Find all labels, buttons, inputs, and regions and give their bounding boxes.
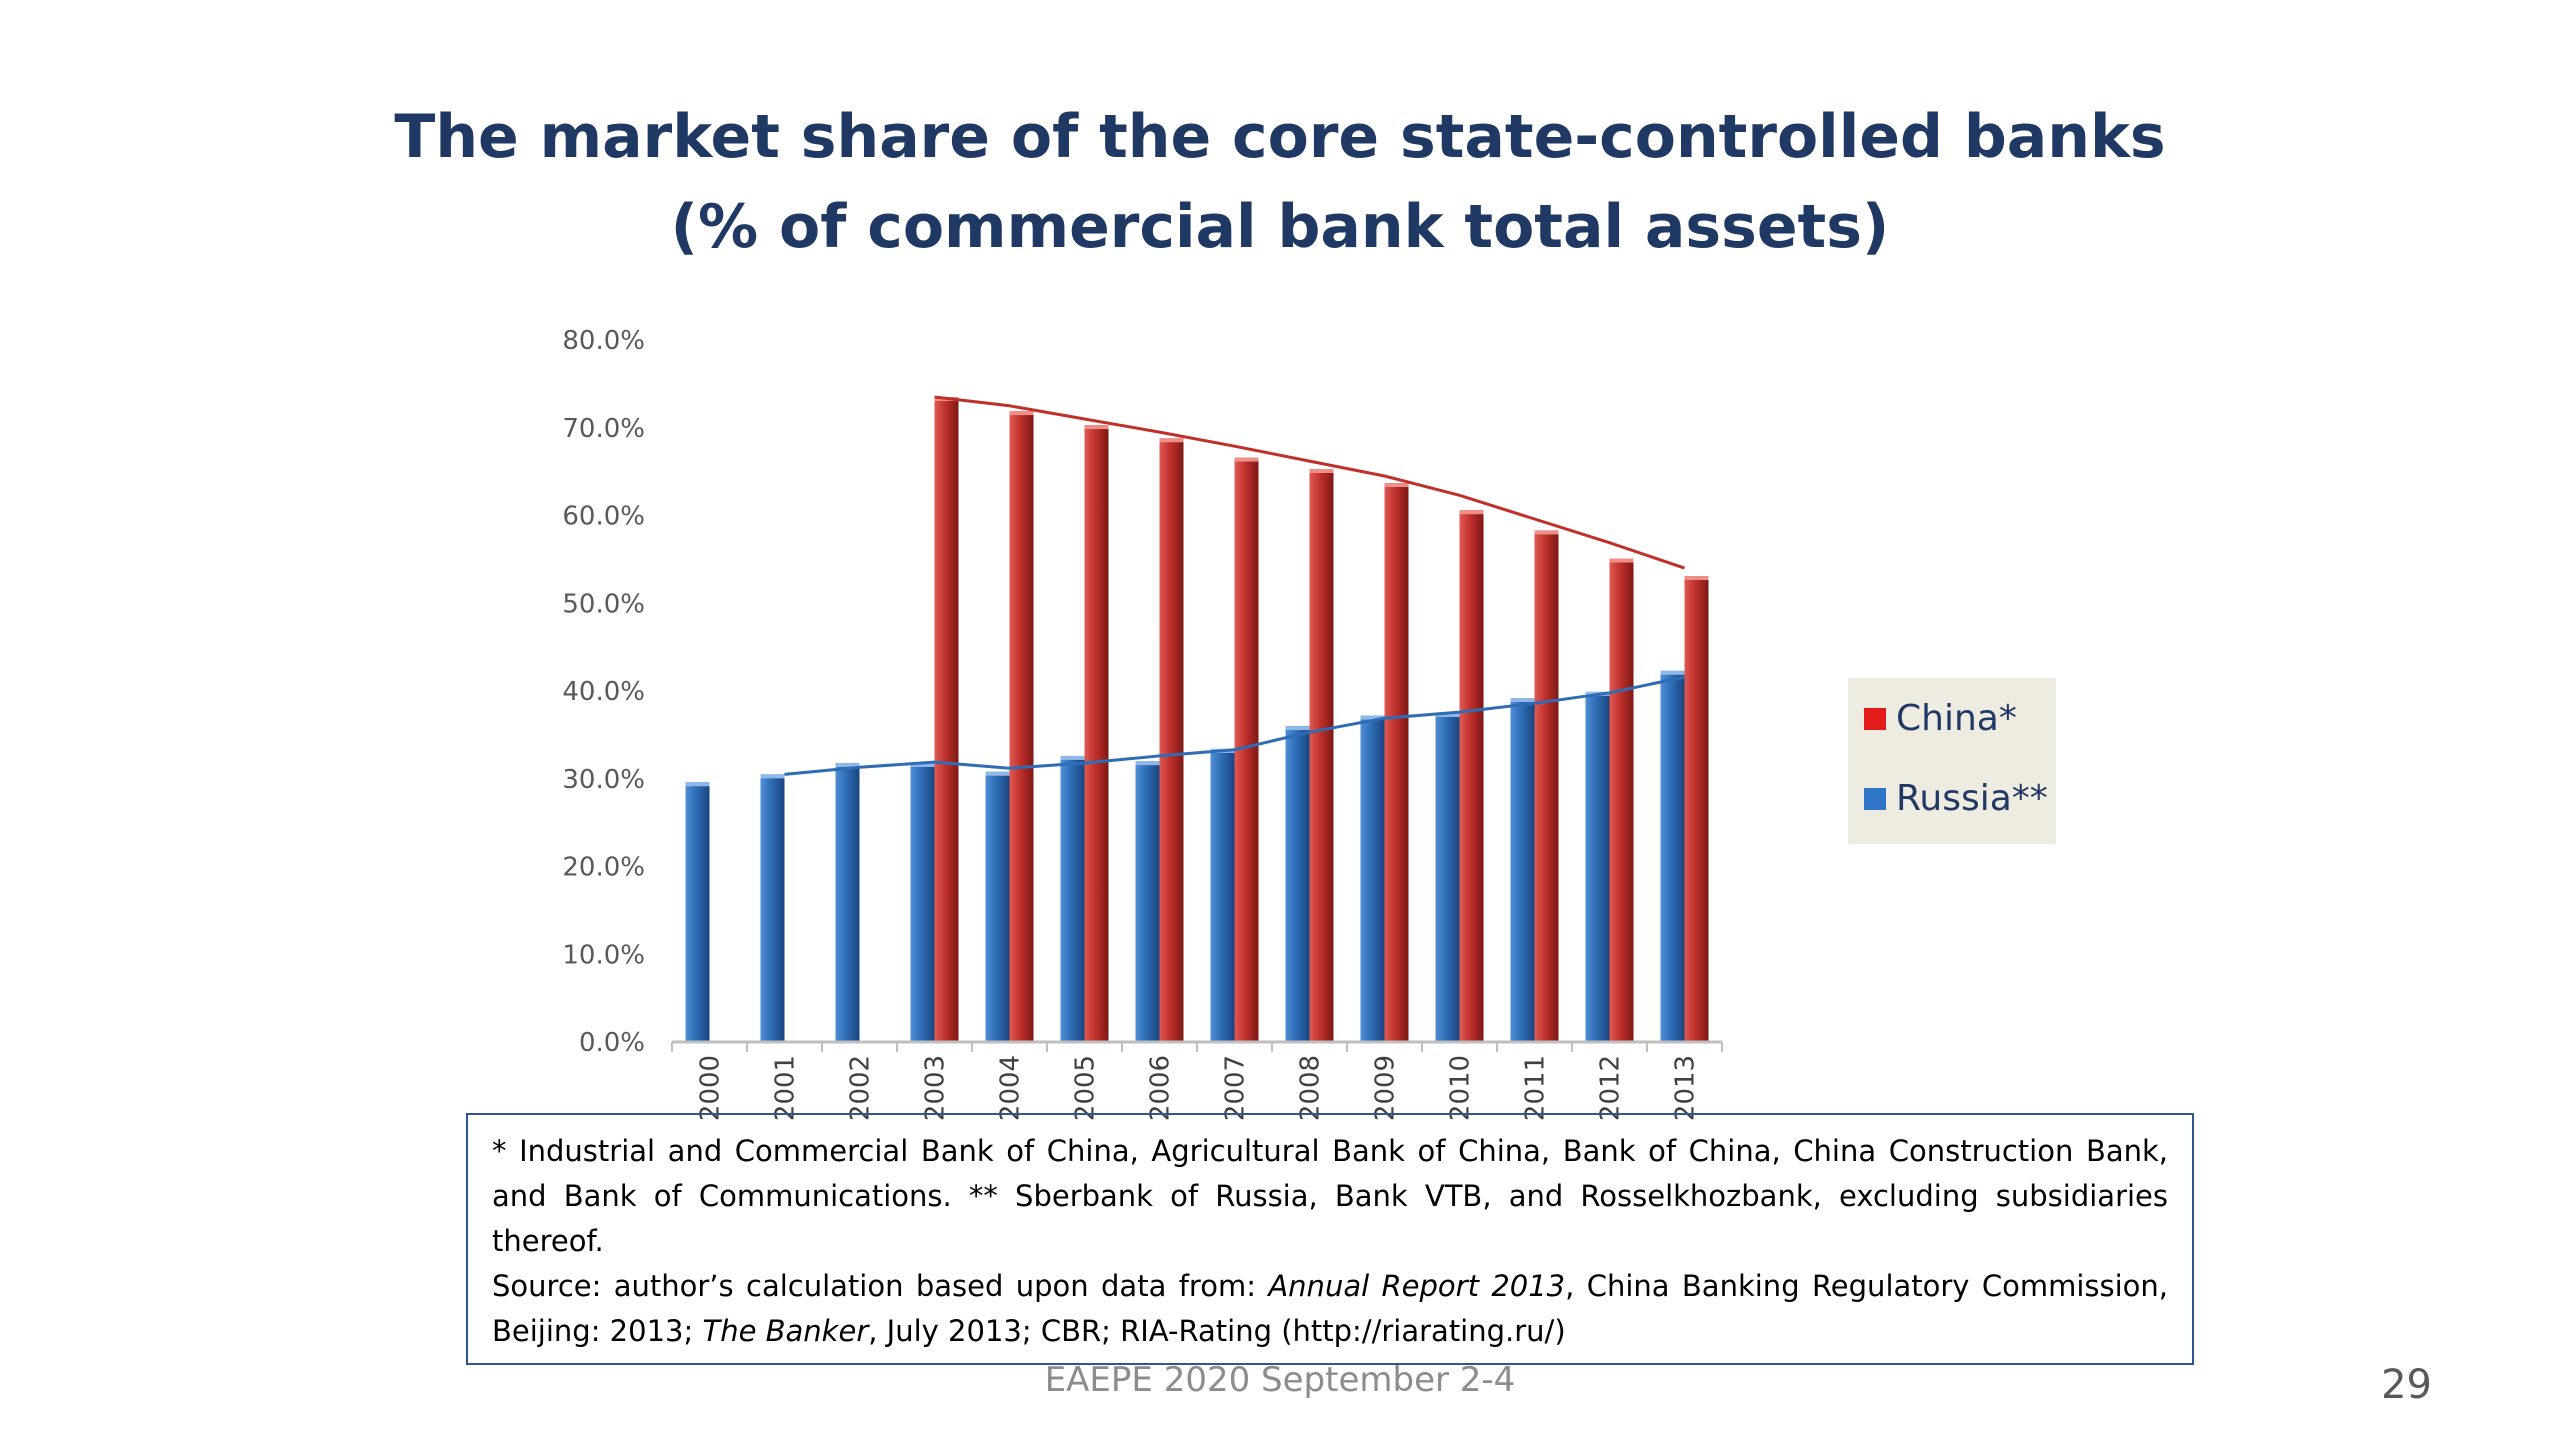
bar-china-2004 (1009, 411, 1034, 1042)
x-tick-label-2005: 2005 (1071, 1055, 1101, 1121)
legend: China* Russia** (1848, 678, 2056, 844)
bar-russia-2008 (1285, 726, 1310, 1042)
x-tick-label-2013: 2013 (1671, 1055, 1701, 1121)
bar-russia-2009 (1360, 715, 1385, 1042)
bar-china-2005 (1084, 425, 1109, 1042)
bar-russia-2003 (910, 762, 935, 1042)
y-tick-label: 0.0% (579, 1028, 645, 1058)
bar-cap-russia-2000 (685, 782, 710, 787)
source-end: , July 2013; CBR; RIA-Rating (http://ria… (868, 1314, 1566, 1348)
y-tick-label: 20.0% (562, 853, 645, 883)
legend-swatch-russia (1864, 787, 1886, 810)
bar-russia-2002 (835, 762, 860, 1042)
bar-cap-russia-2006 (1135, 761, 1160, 766)
bar-cap-china-2009 (1384, 483, 1409, 488)
bar-cap-russia-2013 (1660, 670, 1685, 675)
y-tick-label: 60.0% (562, 502, 645, 532)
bar-cap-china-2013 (1684, 576, 1709, 581)
x-tick-label-2003: 2003 (921, 1055, 951, 1121)
bar-cap-china-2011 (1534, 530, 1559, 535)
legend-label-russia: Russia** (1896, 778, 2048, 819)
bar-china-2008 (1309, 468, 1334, 1042)
legend-item-russia: Russia** (1864, 778, 2048, 819)
bar-cap-russia-2001 (760, 774, 785, 779)
source-annual-report: Annual Report 2013 (1268, 1269, 1566, 1303)
bar-cap-china-2010 (1459, 510, 1484, 515)
bar-china-2013 (1684, 576, 1709, 1042)
page-number: 29 (2381, 1362, 2432, 1408)
bar-china-2010 (1459, 510, 1484, 1042)
y-tick-label: 10.0% (562, 940, 645, 970)
source-the-banker: The Banker (702, 1314, 869, 1348)
bar-cap-china-2005 (1084, 425, 1109, 430)
footer-event: EAEPE 2020 September 2-4 (1044, 1360, 1516, 1400)
y-tick-label: 80.0% (562, 326, 645, 356)
legend-swatch-china (1864, 707, 1886, 730)
x-tick-label-2002: 2002 (846, 1055, 876, 1121)
bar-china-2012 (1609, 558, 1634, 1042)
y-tick-label: 50.0% (562, 589, 645, 619)
bar-china-2003 (934, 397, 959, 1043)
trendline-russia (784, 675, 1685, 776)
bar-cap-russia-2009 (1360, 715, 1385, 720)
bar-cap-russia-2004 (985, 771, 1010, 776)
bar-cap-russia-2010 (1435, 712, 1460, 717)
x-axis: 2000 2001 2002 2003 2004 2005 2006 2007 2008 2009… (671, 1040, 1723, 1121)
x-tick-label-2011: 2011 (1521, 1055, 1551, 1121)
bar-russia-2001 (760, 774, 785, 1042)
legend-label-china: China* (1896, 698, 2017, 739)
x-tick-label-2006: 2006 (1146, 1055, 1176, 1121)
bar-cap-china-2012 (1609, 558, 1634, 563)
bar-russia-2004 (985, 771, 1010, 1042)
x-tick-label-2001: 2001 (771, 1055, 801, 1121)
legend-item-china: China* (1864, 698, 2017, 739)
x-tick-label-2008: 2008 (1296, 1055, 1326, 1121)
bars (685, 397, 1709, 1043)
bar-china-2011 (1534, 530, 1559, 1042)
title-line-1: The market share of the core state-contr… (394, 102, 2166, 172)
bar-cap-china-2004 (1009, 411, 1034, 416)
source-prefix: Source: author’s calculation based upon … (492, 1269, 1269, 1303)
bar-russia-2000 (685, 782, 710, 1042)
bar-russia-2006 (1135, 761, 1160, 1042)
source-mid: , China Banking Regulatory Commission, B… (492, 1269, 2168, 1348)
bar-russia-2012 (1585, 691, 1610, 1042)
trendline-china (934, 395, 1685, 570)
bar-cap-china-2007 (1234, 457, 1259, 462)
bar-russia-2011 (1510, 698, 1535, 1042)
bar-cap-russia-2008 (1285, 726, 1310, 731)
slide-title: The market share of the core state-contr… (0, 92, 2560, 272)
bar-cap-russia-2011 (1510, 698, 1535, 703)
x-tick-label-2007: 2007 (1221, 1055, 1251, 1121)
bar-cap-russia-2005 (1060, 755, 1085, 760)
x-tick-label-2010: 2010 (1446, 1055, 1476, 1121)
bar-cap-china-2006 (1159, 438, 1184, 443)
y-tick-label: 40.0% (562, 677, 645, 707)
notes-source: Source: author’s calculation based upon … (492, 1264, 2168, 1354)
bar-russia-2007 (1210, 748, 1235, 1042)
x-tick-label-2000: 2000 (696, 1055, 726, 1121)
bar-cap-china-2008 (1309, 468, 1334, 473)
bar-cap-russia-2002 (835, 762, 860, 767)
trendlines (784, 395, 1685, 776)
y-axis: 0.0% 10.0% 20.0% 30.0% 40.0% 50.0% 60.0% 70.0% 8… (562, 326, 645, 1058)
x-tick-label-2004: 2004 (996, 1055, 1026, 1121)
y-tick-label: 70.0% (562, 414, 645, 444)
bar-china-2006 (1159, 438, 1184, 1042)
bar-russia-2010 (1435, 712, 1460, 1042)
bar-china-2009 (1384, 483, 1409, 1043)
notes-bank-definitions: * Industrial and Commercial Bank of Chin… (492, 1134, 2168, 1258)
bar-russia-2013 (1660, 670, 1685, 1042)
x-tick-label-2009: 2009 (1371, 1055, 1401, 1121)
bar-russia-2005 (1060, 755, 1085, 1042)
notes-box: * Industrial and Commercial Bank of Chin… (466, 1113, 2194, 1365)
y-tick-label: 30.0% (562, 765, 645, 795)
title-line-2: (% of commercial bank total assets) (670, 192, 1890, 262)
x-tick-label-2012: 2012 (1596, 1055, 1626, 1121)
bar-cap-russia-2003 (910, 762, 935, 767)
